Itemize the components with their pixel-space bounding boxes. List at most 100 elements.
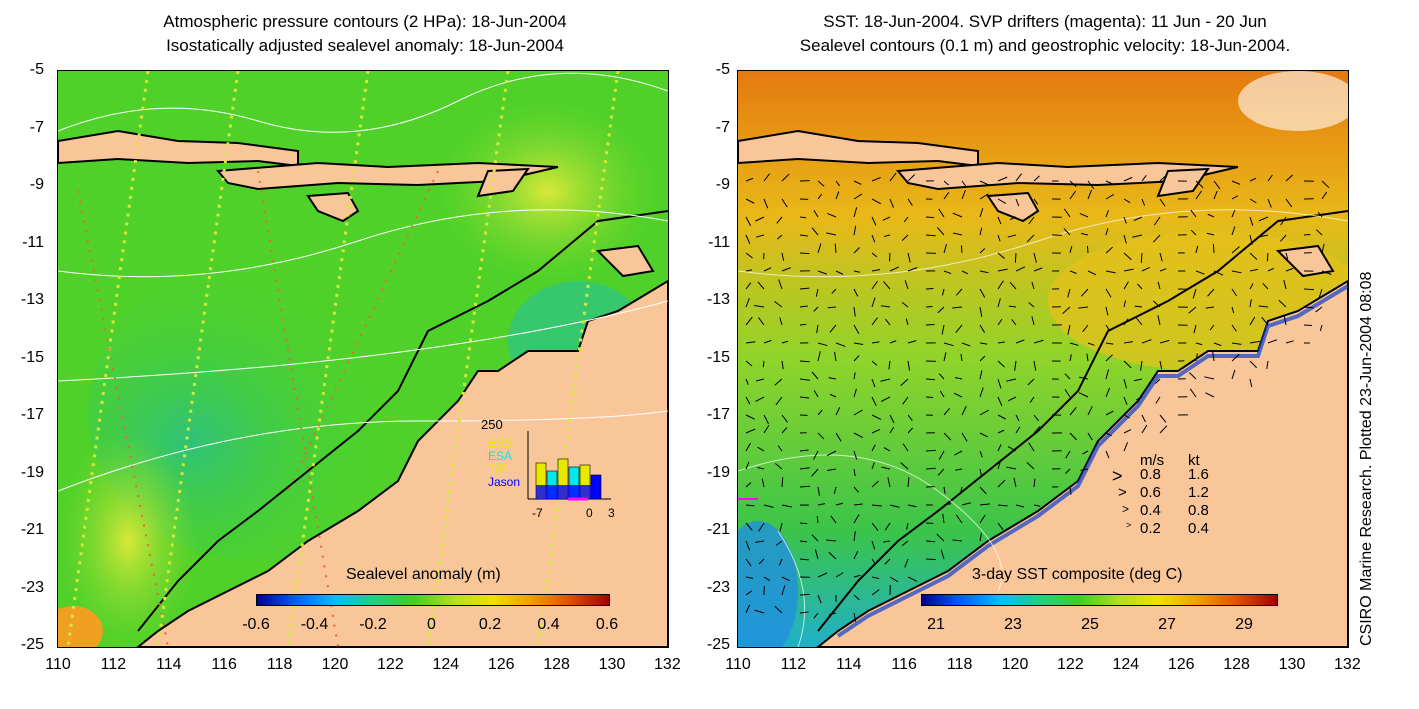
velocity-arrow [813, 612, 819, 619]
velocity-arrow [1159, 198, 1166, 207]
velocity-arrow [763, 198, 769, 209]
velocity-arrow [1303, 288, 1315, 291]
velocity-arrow [955, 514, 963, 524]
velocity-arrow [925, 216, 935, 219]
velocity-arrow [1029, 396, 1035, 403]
velocity-arrow [829, 324, 837, 333]
velocity-arrow [979, 514, 986, 524]
velocity-arrow [853, 372, 856, 380]
velocity-arrow [781, 504, 792, 508]
right-colorbar-title: 3-day SST composite (deg C) [972, 566, 1183, 583]
velocity-arrow [745, 177, 754, 182]
velocity-arrow [883, 281, 891, 290]
velocity-arrow [777, 234, 783, 240]
velocity-arrow [827, 468, 837, 471]
velocity-arrow [997, 360, 1005, 368]
colorbar-tick: 27 [1158, 616, 1176, 633]
velocity-arrow [745, 282, 752, 290]
velocity-arrow [979, 486, 987, 495]
velocity-arrow [1140, 252, 1143, 263]
velocity-arrow [1249, 360, 1258, 369]
velocity-arrow [1014, 252, 1017, 263]
velocity-arrow [1123, 429, 1132, 434]
velocity-arrow [1082, 324, 1089, 333]
velocity-arrow [997, 298, 1001, 308]
left-title-line2: Isostatically adjusted sealevel anomaly:… [166, 36, 564, 55]
velocity-arrow [1249, 268, 1259, 272]
velocity-arrow [754, 609, 765, 614]
velocity-arrow [799, 611, 809, 614]
velocity-arrow [883, 447, 891, 452]
velocity-arrow [887, 477, 891, 488]
velocity-arrow [1231, 180, 1241, 185]
velocity-arrow [943, 352, 947, 362]
velocity-arrow [1105, 410, 1114, 416]
velocity-arrow [889, 266, 899, 272]
velocity-arrow [835, 180, 841, 187]
velocity-arrow [889, 340, 897, 344]
velocity-arrow [1105, 450, 1110, 459]
velocity-arrow [979, 432, 988, 438]
velocity-arrow [938, 373, 945, 380]
velocity-arrow [853, 550, 859, 560]
velocity-arrow [889, 414, 895, 424]
velocity-arrow [1069, 270, 1077, 274]
velocity-arrow [757, 281, 765, 290]
velocity-arrow [1063, 228, 1071, 236]
latitude-tick: -21 [20, 521, 44, 538]
colorbar-tick: 21 [927, 616, 945, 633]
velocity-arrow [1063, 208, 1071, 218]
velocity-arrow [853, 193, 863, 200]
velocity-arrow [1195, 180, 1204, 189]
velocity-arrow [781, 414, 788, 423]
velocity-arrow [853, 247, 860, 254]
velocity-arrow [853, 514, 860, 524]
velocity-arrow [907, 360, 911, 371]
velocity-arrow [939, 390, 945, 398]
velocity-arrow [871, 462, 875, 470]
velocity-arrow [997, 429, 1005, 434]
velocity-arrow [853, 574, 861, 578]
velocity-arrow [828, 551, 837, 560]
velocity-arrow [811, 227, 819, 236]
velocity-arrow [781, 585, 786, 596]
velocity-arrow [781, 340, 789, 344]
velocity-arrow [1231, 369, 1236, 380]
velocity-arrow [745, 540, 751, 551]
velocity-arrow [1266, 252, 1269, 262]
velocity-key: m/s kt > 0.8 1.6 > 0.6 1.2 > 0.4 0.8 > 0… [1108, 452, 1218, 542]
latitude-tick: -7 [715, 118, 730, 136]
velocity-arrow [1105, 387, 1110, 398]
velocity-arrow [1015, 173, 1022, 182]
velocity-arrow [1123, 360, 1132, 369]
velocity-arrow [828, 612, 837, 616]
velocity-arrow [941, 288, 945, 296]
velocity-arrow [1258, 216, 1269, 222]
velocity-arrow [1015, 198, 1020, 207]
longitude-tick: 112 [780, 656, 807, 673]
velocity-arrow [940, 549, 945, 560]
velocity-arrow [817, 503, 826, 506]
velocity-arrow [1009, 216, 1017, 221]
colorbar-tick: 25 [1081, 616, 1099, 633]
velocity-arrow [745, 198, 755, 204]
velocity-arrow [907, 267, 918, 272]
velocity-arrow [871, 317, 878, 326]
velocity-arrow [1213, 270, 1224, 276]
velocity-arrow [1231, 226, 1236, 236]
velocity-arrow [853, 409, 863, 416]
velocity-arrow [1152, 300, 1161, 308]
velocity-arrow [1141, 266, 1151, 272]
velocity-arrow [1065, 468, 1071, 474]
velocity-arrow [1206, 232, 1215, 236]
velocity-arrow [816, 324, 819, 334]
velocity-arrow [1132, 234, 1143, 238]
velocity-arrow [1033, 252, 1037, 263]
velocity-arrow [1209, 324, 1215, 331]
velocity-arrow [745, 414, 755, 420]
velocity-arrow [961, 502, 971, 506]
velocity-arrow [813, 450, 819, 460]
velocity-arrow [1261, 316, 1269, 326]
longitude-tick: 126 [487, 656, 515, 673]
velocity-arrow [774, 301, 783, 308]
